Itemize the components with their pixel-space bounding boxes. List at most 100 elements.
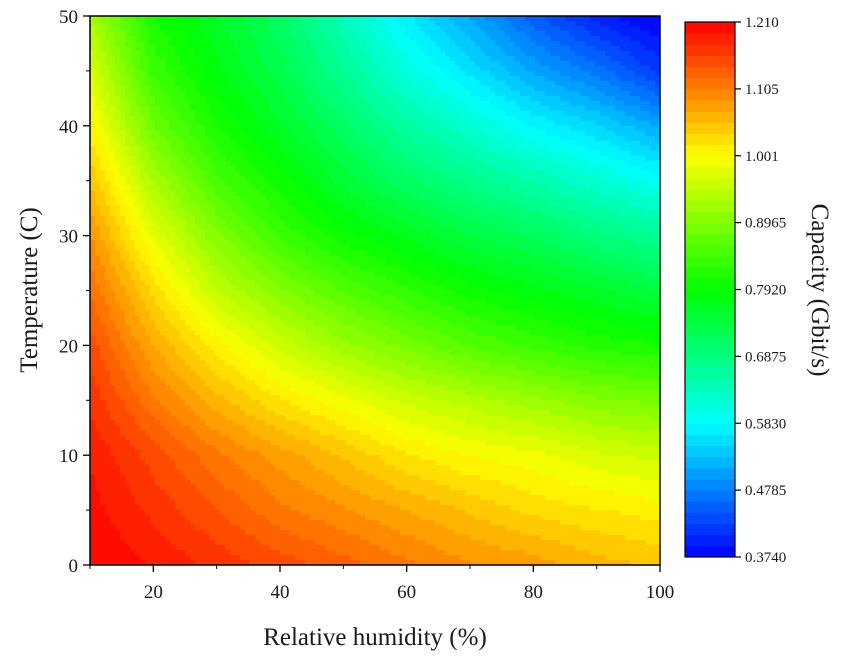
heatmap-cell bbox=[360, 220, 366, 227]
heatmap-cell bbox=[180, 170, 186, 177]
heatmap-cell bbox=[385, 35, 391, 42]
heatmap-cell bbox=[650, 200, 656, 207]
heatmap-cell bbox=[405, 120, 411, 127]
heatmap-cell bbox=[100, 220, 106, 227]
heatmap-cell bbox=[265, 60, 271, 67]
heatmap-cell bbox=[350, 180, 356, 187]
heatmap-cell bbox=[435, 30, 441, 37]
heatmap-cell bbox=[390, 215, 396, 222]
heatmap-cell bbox=[395, 225, 401, 232]
heatmap-cell bbox=[375, 70, 381, 77]
heatmap-cell bbox=[290, 95, 296, 102]
heatmap-cell bbox=[535, 175, 541, 182]
heatmap-cell bbox=[125, 220, 131, 227]
heatmap-cell bbox=[185, 230, 191, 237]
heatmap-cell bbox=[200, 185, 206, 192]
heatmap-cell bbox=[160, 195, 166, 202]
heatmap-cell bbox=[460, 110, 466, 117]
heatmap-cell bbox=[460, 25, 466, 32]
heatmap-cell bbox=[575, 160, 581, 167]
heatmap-cell bbox=[465, 140, 471, 147]
heatmap-cell bbox=[440, 45, 446, 52]
heatmap-cell bbox=[275, 100, 281, 107]
heatmap-cell bbox=[380, 105, 386, 112]
heatmap-cell bbox=[260, 120, 266, 127]
heatmap-cell bbox=[515, 55, 521, 62]
heatmap-cell bbox=[295, 25, 301, 32]
heatmap-cell bbox=[180, 185, 186, 192]
heatmap-cell bbox=[455, 140, 461, 147]
heatmap-cell bbox=[410, 40, 416, 47]
heatmap-cell bbox=[295, 16, 301, 22]
heatmap-cell bbox=[385, 180, 391, 187]
heatmap-cell bbox=[205, 100, 211, 107]
heatmap-cell bbox=[295, 135, 301, 142]
heatmap-cell bbox=[365, 115, 371, 122]
heatmap-cell bbox=[605, 80, 611, 87]
heatmap-cell bbox=[360, 35, 366, 42]
heatmap-cell bbox=[420, 140, 426, 147]
heatmap-cell bbox=[260, 25, 266, 32]
heatmap-cell bbox=[290, 85, 296, 92]
heatmap-cell bbox=[570, 40, 576, 47]
heatmap-cell bbox=[565, 16, 571, 22]
heatmap-cell bbox=[370, 65, 376, 72]
heatmap-cell bbox=[630, 115, 636, 122]
heatmap-cell bbox=[570, 55, 576, 62]
heatmap-cell bbox=[150, 175, 156, 182]
heatmap-cell bbox=[255, 185, 261, 192]
heatmap-cell bbox=[610, 120, 616, 127]
heatmap-cell bbox=[305, 120, 311, 127]
heatmap-cell bbox=[185, 220, 191, 227]
heatmap-cell bbox=[405, 60, 411, 67]
heatmap-cell bbox=[320, 16, 326, 22]
heatmap-cell bbox=[480, 100, 486, 107]
heatmap-cell bbox=[330, 130, 336, 137]
heatmap-cell bbox=[185, 70, 191, 77]
heatmap-cell bbox=[180, 16, 186, 22]
heatmap-cell bbox=[620, 170, 626, 177]
heatmap-cell bbox=[475, 35, 481, 42]
heatmap-cell bbox=[650, 185, 656, 192]
heatmap-cell bbox=[650, 25, 656, 32]
heatmap-cell bbox=[435, 195, 441, 202]
heatmap-cell bbox=[280, 16, 286, 22]
heatmap-cell bbox=[100, 45, 106, 52]
heatmap-cell bbox=[100, 185, 106, 192]
heatmap-cell bbox=[170, 125, 176, 132]
heatmap-cell bbox=[170, 165, 176, 172]
heatmap-cell bbox=[600, 60, 606, 67]
heatmap-cell bbox=[270, 135, 276, 142]
heatmap-cell bbox=[465, 205, 471, 212]
heatmap-cell bbox=[305, 195, 311, 202]
heatmap-cell bbox=[130, 145, 136, 152]
heatmap-cell bbox=[95, 40, 101, 47]
heatmap-cell bbox=[530, 210, 536, 217]
heatmap-cell bbox=[455, 55, 461, 62]
heatmap-cell bbox=[340, 175, 346, 182]
heatmap-cell bbox=[590, 45, 596, 52]
heatmap-cell bbox=[215, 90, 221, 97]
heatmap-cell bbox=[605, 180, 611, 187]
heatmap-cell bbox=[275, 90, 281, 97]
heatmap-cell bbox=[385, 25, 391, 32]
heatmap-cell bbox=[135, 80, 141, 87]
heatmap-cell bbox=[605, 200, 611, 207]
heatmap-cell bbox=[125, 165, 131, 172]
heatmap-cell bbox=[400, 145, 406, 152]
heatmap-cell bbox=[500, 105, 506, 112]
heatmap-cell bbox=[625, 180, 631, 187]
heatmap-cell bbox=[555, 155, 561, 162]
heatmap-cell bbox=[450, 20, 456, 27]
heatmap-cell bbox=[400, 55, 406, 62]
heatmap-cell bbox=[420, 230, 426, 237]
heatmap-cell bbox=[480, 165, 486, 172]
heatmap-cell bbox=[485, 210, 491, 217]
heatmap-cell bbox=[165, 85, 171, 92]
heatmap-cell bbox=[325, 60, 331, 67]
heatmap-cell bbox=[175, 150, 181, 157]
heatmap-cell bbox=[90, 115, 96, 122]
heatmap-cell bbox=[475, 200, 481, 207]
heatmap-cell bbox=[640, 135, 646, 142]
heatmap-cell bbox=[320, 115, 326, 122]
